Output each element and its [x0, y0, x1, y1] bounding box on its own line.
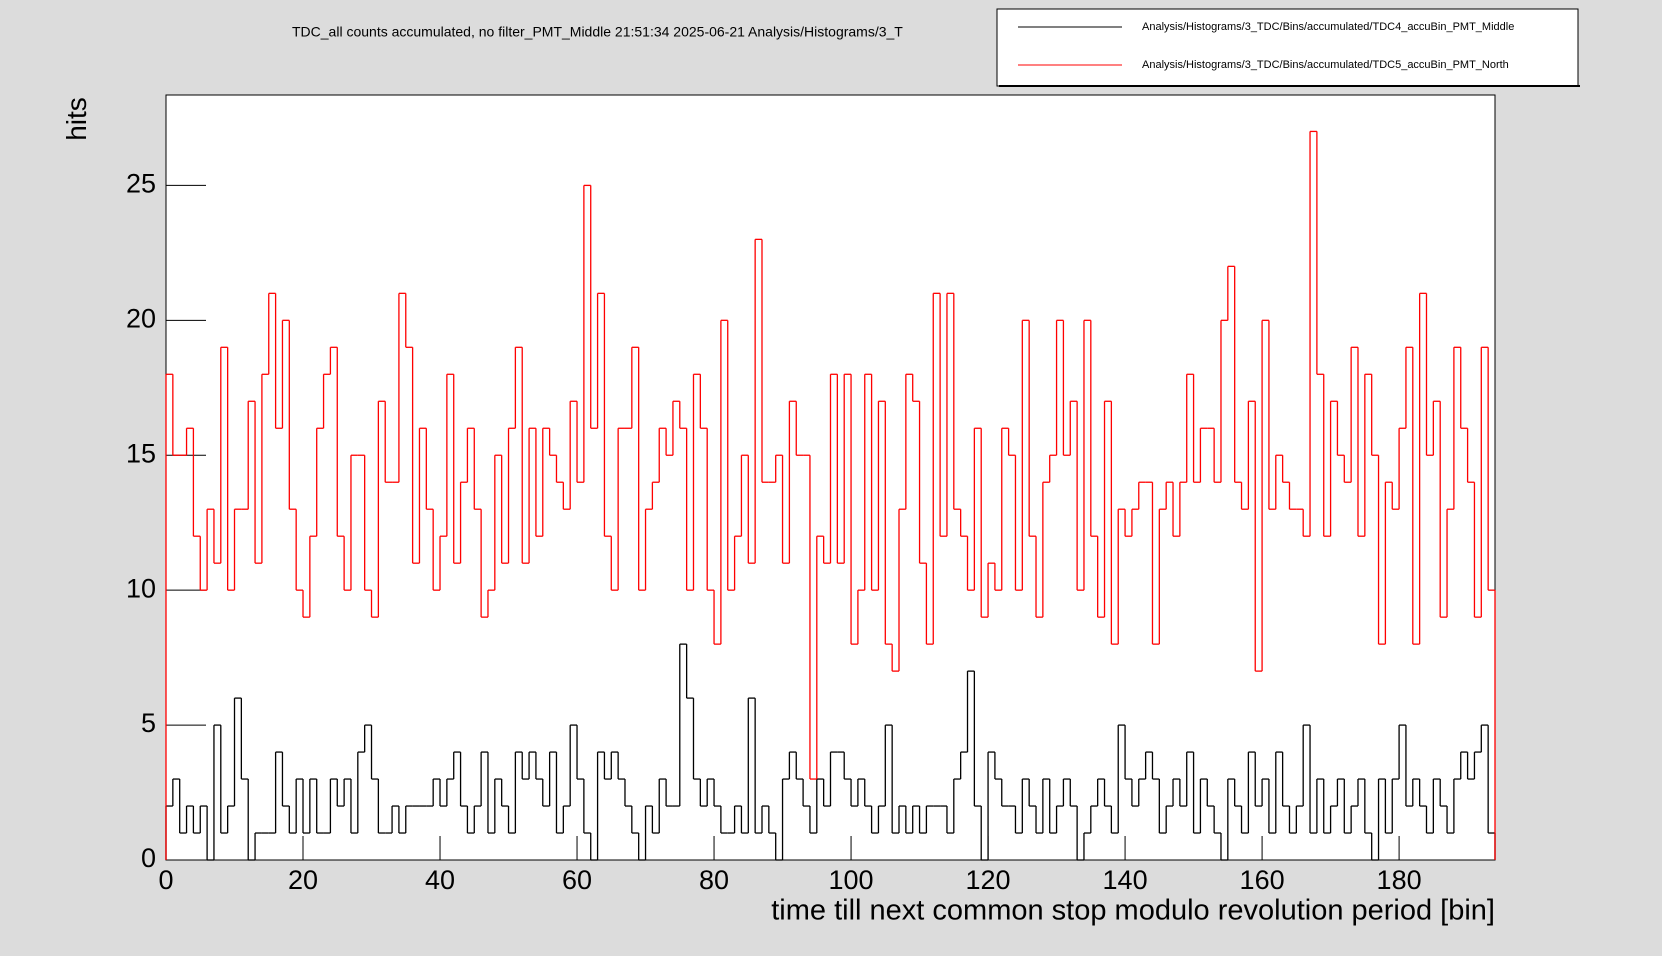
y-tick-label: 20	[126, 303, 156, 333]
x-tick-label: 180	[1377, 865, 1422, 895]
legend-label: Analysis/Histograms/3_TDC/Bins/accumulat…	[1142, 59, 1509, 71]
x-tick-label: 100	[829, 865, 874, 895]
x-tick-label: 160	[1240, 865, 1285, 895]
x-tick-label: 0	[158, 865, 173, 895]
x-tick-label: 60	[562, 865, 592, 895]
x-tick-label: 40	[425, 865, 455, 895]
legend-shadow	[999, 85, 1580, 87]
y-tick-label: 5	[141, 708, 156, 738]
plot-area: 0 5 10 15 20 25 0 20 40 60 80 100 120 140 160 180	[126, 130, 1496, 895]
y-axis-label: hits	[61, 97, 92, 141]
y-tick-label: 10	[126, 573, 156, 603]
x-axis-label: time till next common stop modulo revolu…	[771, 895, 1495, 927]
y-tick-label: 15	[126, 438, 156, 468]
histogram-step	[165, 131, 1496, 860]
legend: Analysis/Histograms/3_TDC/Bins/accumulat…	[996, 8, 1580, 87]
legend-box	[996, 8, 1579, 87]
legend-label: Analysis/Histograms/3_TDC/Bins/accumulat…	[1142, 21, 1514, 33]
y-tick-label: 0	[141, 843, 156, 873]
y-tick-label: 25	[126, 169, 156, 199]
chart-title: TDC_all counts accumulated, no filter_PM…	[292, 24, 903, 40]
x-tick-label: 120	[966, 865, 1011, 895]
x-tick-label: 140	[1103, 865, 1148, 895]
x-tick-label: 20	[288, 865, 318, 895]
x-tick-label: 80	[699, 865, 729, 895]
